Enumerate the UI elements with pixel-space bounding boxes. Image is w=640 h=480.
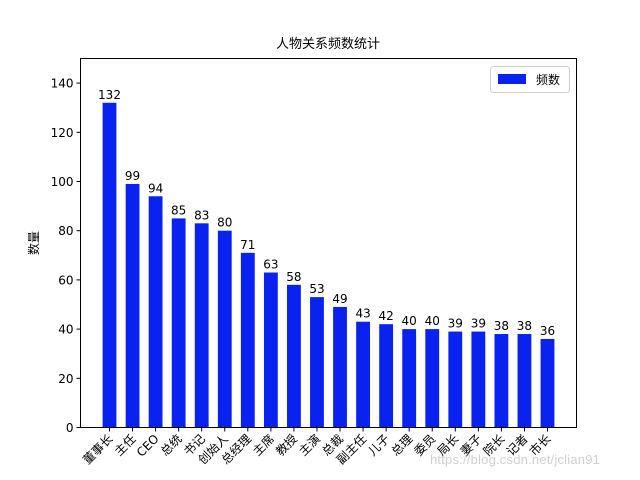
x-tick-label: 董事长 — [80, 432, 115, 467]
bar-value-label: 80 — [217, 216, 232, 230]
x-tick-label: CEO — [134, 432, 162, 460]
bar-value-label: 38 — [517, 319, 532, 333]
x-tick-label: 教授 — [272, 431, 300, 459]
bar — [310, 297, 324, 428]
value-labels-group: 132 99 94 85 83 80 71 63 58 53 49 43 42 40 40 39 39 38 38 3… — [98, 88, 555, 338]
bar — [379, 324, 394, 428]
bar-value-label: 40 — [425, 314, 440, 328]
x-tick-label: 主演 — [296, 431, 324, 459]
bar — [333, 306, 347, 428]
bar-value-label: 85 — [171, 203, 186, 217]
bar-value-label: 53 — [309, 282, 324, 296]
x-tick-label: 儿子 — [365, 432, 392, 459]
bar-value-label: 42 — [378, 309, 393, 323]
bar — [540, 338, 555, 428]
bar-value-label: 36 — [540, 324, 555, 338]
bar-value-label: 94 — [148, 181, 163, 195]
bar — [471, 331, 486, 428]
bar — [125, 183, 140, 428]
bar-value-label: 40 — [402, 314, 417, 328]
y-tick-label: 80 — [58, 224, 73, 238]
bar-value-label: 38 — [494, 319, 509, 333]
bar — [148, 196, 163, 428]
y-tick-label: 120 — [51, 126, 74, 140]
bar-value-label: 63 — [263, 258, 278, 272]
watermark: https://blog.csdn.net/jclian91 — [430, 452, 601, 467]
y-tick-label: 0 — [66, 421, 74, 435]
bar — [402, 329, 417, 428]
bar-value-label: 39 — [448, 317, 463, 331]
x-tick-label: 主席 — [249, 431, 277, 459]
y-tick-label: 40 — [58, 323, 73, 337]
bar — [494, 334, 509, 428]
bar-value-label: 39 — [471, 317, 486, 331]
y-axis: 0 20 40 60 80 100 120 140 — [51, 77, 81, 435]
bar — [287, 284, 301, 428]
bar-value-label: 132 — [98, 88, 121, 102]
bar — [356, 321, 370, 428]
bar-value-label: 43 — [355, 307, 370, 321]
bar — [102, 102, 117, 428]
legend-box — [490, 66, 570, 93]
bar-value-label: 49 — [332, 292, 347, 306]
bar — [448, 331, 463, 428]
y-axis-label: 数量 — [26, 231, 41, 255]
y-tick-label: 20 — [58, 372, 73, 386]
bar — [171, 218, 186, 428]
y-tick-label: 60 — [58, 273, 73, 287]
x-tick-label: 主任 — [112, 432, 139, 459]
y-tick-label: 100 — [51, 175, 74, 189]
bar-value-label: 99 — [125, 169, 140, 183]
axes-frame — [80, 58, 577, 428]
bar — [425, 329, 440, 428]
legend-swatch — [498, 74, 526, 84]
y-tick-label: 140 — [51, 77, 74, 91]
chart-title: 人物关系频数统计 — [276, 37, 380, 52]
bar — [194, 223, 209, 428]
x-tick-label: 总统 — [158, 432, 185, 459]
legend: 频数 — [490, 66, 570, 93]
bar — [263, 272, 278, 428]
bar-value-label: 83 — [194, 208, 209, 222]
legend-label: 频数 — [536, 72, 560, 87]
bars-group — [102, 102, 555, 428]
bar — [217, 230, 232, 428]
bar — [240, 252, 255, 428]
bar-value-label: 58 — [286, 270, 301, 284]
x-tick-label: 总理 — [388, 432, 415, 459]
bar — [517, 334, 532, 428]
bar-value-label: 71 — [240, 238, 255, 252]
